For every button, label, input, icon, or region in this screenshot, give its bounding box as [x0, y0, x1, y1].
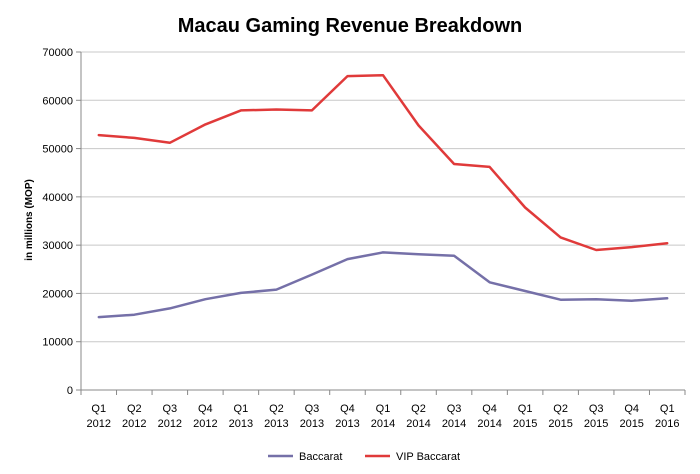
x-tick-label-year: 2014 [477, 418, 501, 430]
x-tick-label-year: 2013 [335, 418, 359, 430]
y-tick-label: 50000 [42, 144, 73, 156]
legend-label-baccarat: Baccarat [299, 451, 342, 463]
y-tick-label: 60000 [42, 95, 73, 107]
x-tick-label-year: 2015 [584, 418, 608, 430]
x-tick-label-year: 2012 [122, 418, 146, 430]
x-tick-label-year: 2013 [300, 418, 324, 430]
x-tick-label-year: 2013 [229, 418, 253, 430]
x-tick-label-year: 2014 [371, 418, 395, 430]
x-tick-label-quarter: Q2 [553, 403, 568, 415]
gridlines [81, 51, 685, 343]
x-tick-label-year: 2015 [548, 418, 572, 430]
x-tick-label-quarter: Q3 [589, 403, 604, 415]
x-tick-label-year: 2014 [406, 418, 430, 430]
x-tick-label-year: 2016 [655, 418, 679, 430]
x-tick-label-quarter: Q1 [91, 403, 106, 415]
x-tick-label-year: 2015 [513, 418, 537, 430]
x-tick-label-quarter: Q3 [162, 403, 177, 415]
x-tick-label-quarter: Q2 [269, 403, 284, 415]
x-tick-label-quarter: Q1 [660, 403, 675, 415]
x-tick-label-year: 2014 [442, 418, 466, 430]
x-tick-label-quarter: Q4 [340, 403, 355, 415]
y-axis-label: in millions (MOP) [24, 179, 35, 261]
x-tick-label-quarter: Q1 [376, 403, 391, 415]
y-tick-label: 20000 [42, 288, 73, 300]
series-line-baccarat [97, 251, 669, 319]
x-tick-label-year: 2015 [619, 418, 643, 430]
chart-title: Macau Gaming Revenue Breakdown [178, 15, 523, 37]
x-tick-label-quarter: Q2 [127, 403, 142, 415]
y-tick-label: 10000 [42, 337, 73, 349]
x-tick-label-quarter: Q4 [198, 403, 213, 415]
x-tick-label-quarter: Q3 [305, 403, 320, 415]
x-tick-label-year: 2012 [87, 418, 111, 430]
axes [76, 51, 686, 395]
x-tick-label-quarter: Q3 [447, 403, 462, 415]
legend-label-vip-baccarat: VIP Baccarat [396, 451, 460, 463]
x-tick-label-quarter: Q1 [234, 403, 249, 415]
series-line-vip-baccarat [97, 73, 669, 252]
x-tick-label-year: 2013 [264, 418, 288, 430]
y-tick-label: 0 [67, 385, 73, 397]
x-tick-label-year: 2012 [158, 418, 182, 430]
x-tick-labels: Q1 2012 Q2 2012 Q3 2012 Q4 2012 Q1 2013 Q2 2013 Q3 20… [87, 403, 680, 430]
y-tick-label: 70000 [42, 47, 73, 59]
series-lines [97, 73, 669, 319]
y-tick-label: 40000 [42, 192, 73, 204]
x-tick-label-year: 2012 [193, 418, 217, 430]
x-tick-label-quarter: Q4 [482, 403, 497, 415]
x-tick-label-quarter: Q4 [624, 403, 639, 415]
y-tick-label: 30000 [42, 240, 73, 252]
legend: Baccarat VIP Baccarat [268, 451, 460, 463]
y-tick-labels: 0 10000 20000 30000 40000 50000 60000 70000 [42, 47, 73, 397]
x-tick-label-quarter: Q1 [518, 403, 533, 415]
x-tick-label-quarter: Q2 [411, 403, 426, 415]
